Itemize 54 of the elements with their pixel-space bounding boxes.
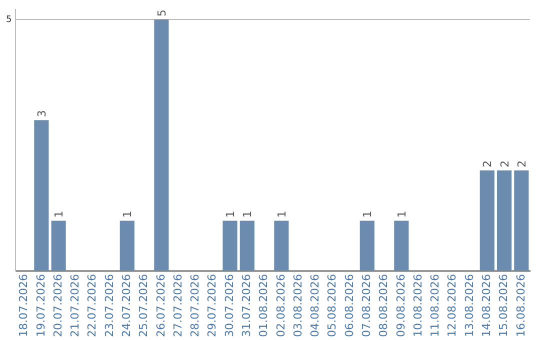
data-label: 1 [275,210,288,218]
data-label: 2 [515,160,528,168]
bar [222,220,238,272]
x-tick-label: 25.07.2026 [137,274,150,338]
bar [154,19,169,272]
x-tick-label: 20.07.2026 [51,274,64,338]
x-tick-label: 29.07.2026 [206,274,219,338]
x-tick-label: 07.08.2026 [360,274,374,338]
x-tick-label: 10.08.2026 [411,274,424,338]
x-tick-label: 31.07.2026 [240,274,254,338]
bar [497,170,512,272]
x-tick-label: 30.07.2026 [222,274,236,338]
bar [394,220,409,272]
x-tick-label: 04.08.2026 [308,274,322,338]
x-tick-label: 02.08.2026 [274,274,288,338]
bar [360,220,374,272]
bar [51,220,66,272]
x-tick-label: 19.07.2026 [34,274,48,338]
x-tick-label: 06.08.2026 [342,274,356,338]
x-tick-label: 13.08.2026 [462,274,476,338]
x-tick-label: 11.08.2026 [428,274,442,338]
x-tick-label: 09.08.2026 [394,274,408,338]
data-label: 1 [224,210,238,218]
bar [34,120,49,272]
data-label: 5 [155,9,168,16]
data-label: 1 [52,210,66,218]
data-label: 2 [481,160,494,168]
bar [120,220,134,272]
data-label: 1 [395,210,408,218]
x-tick-label: 28.07.2026 [188,274,202,338]
x-tick-label: 15.08.2026 [497,274,510,338]
x-tick-label: 18.07.2026 [17,274,30,338]
x-tick-label: 08.08.2026 [377,274,390,338]
x-tick-label: 22.07.2026 [86,274,99,338]
x-tick-label: 14.08.2026 [480,274,494,338]
x-tick-label: 24.07.2026 [120,274,134,338]
x-tick-label: 03.08.2026 [291,274,304,338]
x-tick-label: 01.08.2026 [257,274,270,338]
data-label: 2 [498,160,512,168]
x-tick-label: 05.08.2026 [326,274,339,338]
data-label: 1 [241,210,254,218]
data-label: 1 [361,210,374,218]
bar [274,220,289,272]
x-tick-label: 26.07.2026 [154,274,168,338]
x-tick-label: 27.07.2026 [171,274,184,338]
bar [514,170,529,272]
x-tick-label: 16.08.2026 [514,274,528,338]
x-tick-label: 12.08.2026 [446,274,459,338]
data-label: 3 [35,110,48,118]
x-tick-label: 21.07.2026 [68,274,82,338]
bar [480,170,494,272]
data-label: 1 [121,210,134,218]
x-tick-label: 23.07.2026 [102,274,116,338]
bar [240,220,254,272]
